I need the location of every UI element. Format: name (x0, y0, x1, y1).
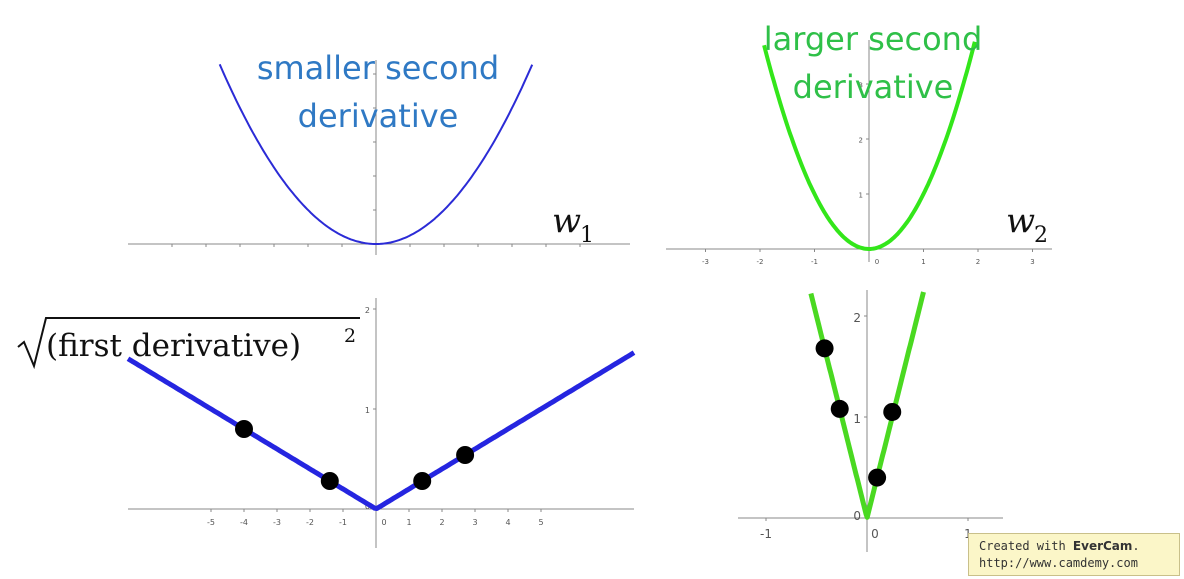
variable-label-w2: w 2 (1006, 201, 1048, 248)
y-tick-label: 0 (853, 509, 861, 523)
x-tick-label: -1 (811, 258, 818, 266)
x-tick-label: -3 (273, 518, 281, 527)
title-larger-line1: larger second (764, 20, 983, 58)
watermark-prefix: Created with (979, 539, 1073, 553)
var-w1-name: w (552, 201, 581, 241)
data-point (320, 472, 339, 490)
title-larger-line2: derivative (793, 68, 954, 106)
formula-text: (first derivative) (46, 328, 301, 364)
x-tick-label: -2 (306, 518, 314, 527)
x-tick-label: 2 (439, 518, 444, 527)
x-tick-label: 1 (406, 518, 411, 527)
y-tick-label: 1 (365, 406, 370, 415)
x-tick-label: 3 (1030, 258, 1034, 266)
var-w1-subscript: 1 (580, 223, 594, 248)
y-tick-label: 1 (859, 192, 863, 200)
x-tick-label: -3 (702, 258, 709, 266)
y-tick-label: 2 (859, 137, 863, 145)
x-tick-label: 3 (472, 518, 477, 527)
var-w2-subscript: 2 (1034, 223, 1048, 248)
plot-smaller-second-derivative (128, 60, 630, 255)
evercam-watermark: Created with EverCam. http://www.camdemy… (968, 533, 1180, 576)
sqrt-symbol (17, 317, 360, 370)
data-point (815, 339, 834, 358)
y-tick-label: 1 (853, 412, 861, 426)
watermark-url: http://www.camdemy.com (979, 556, 1138, 570)
x-tick-label: 5 (538, 518, 543, 527)
x-tick-label: 0 (875, 258, 879, 266)
series-curve (808, 291, 926, 520)
title-smaller-line2: derivative (298, 97, 459, 135)
data-point (235, 420, 253, 438)
variable-label-w1: w 1 (552, 201, 594, 248)
x-tick-label: -1 (760, 527, 772, 541)
formula-exponent: 2 (344, 325, 356, 347)
watermark-suffix: . (1132, 539, 1140, 553)
x-tick-label: -2 (757, 258, 764, 266)
x-tick-label: -1 (339, 518, 347, 527)
x-tick-label: -4 (240, 518, 248, 527)
plot-larger-second-derivative: -3 -2 -1 0 1 2 3 1 2 3 (666, 40, 1052, 266)
x-tick-label: -5 (207, 518, 215, 527)
data-point (830, 399, 849, 418)
watermark-line1: Created with EverCam. (979, 538, 1179, 555)
data-point (868, 468, 887, 487)
series-curve (762, 41, 977, 251)
x-tick-label: 4 (505, 518, 510, 527)
y-tick-label: 2 (853, 311, 861, 325)
data-point (883, 402, 902, 421)
y-tick-label: 3 (859, 82, 863, 90)
y-tick-label: 2 (365, 306, 370, 315)
data-point (456, 446, 475, 464)
plot-first-derivative-large: -101012 (738, 290, 1003, 552)
x-tick-label: 2 (976, 258, 980, 266)
x-tick-label: 0 (871, 527, 879, 541)
series-curve (218, 63, 534, 245)
var-w2-name: w (1006, 201, 1035, 241)
title-smaller-line1: smaller second (257, 49, 499, 87)
series-curve (126, 350, 636, 511)
x-tick-label: 0 (381, 518, 386, 527)
formula-sqrt-first-derivative: (first derivative) 2 (17, 317, 360, 370)
watermark-brand: EverCam (1072, 539, 1133, 553)
data-point (413, 472, 432, 490)
x-tick-label: 1 (921, 258, 925, 266)
